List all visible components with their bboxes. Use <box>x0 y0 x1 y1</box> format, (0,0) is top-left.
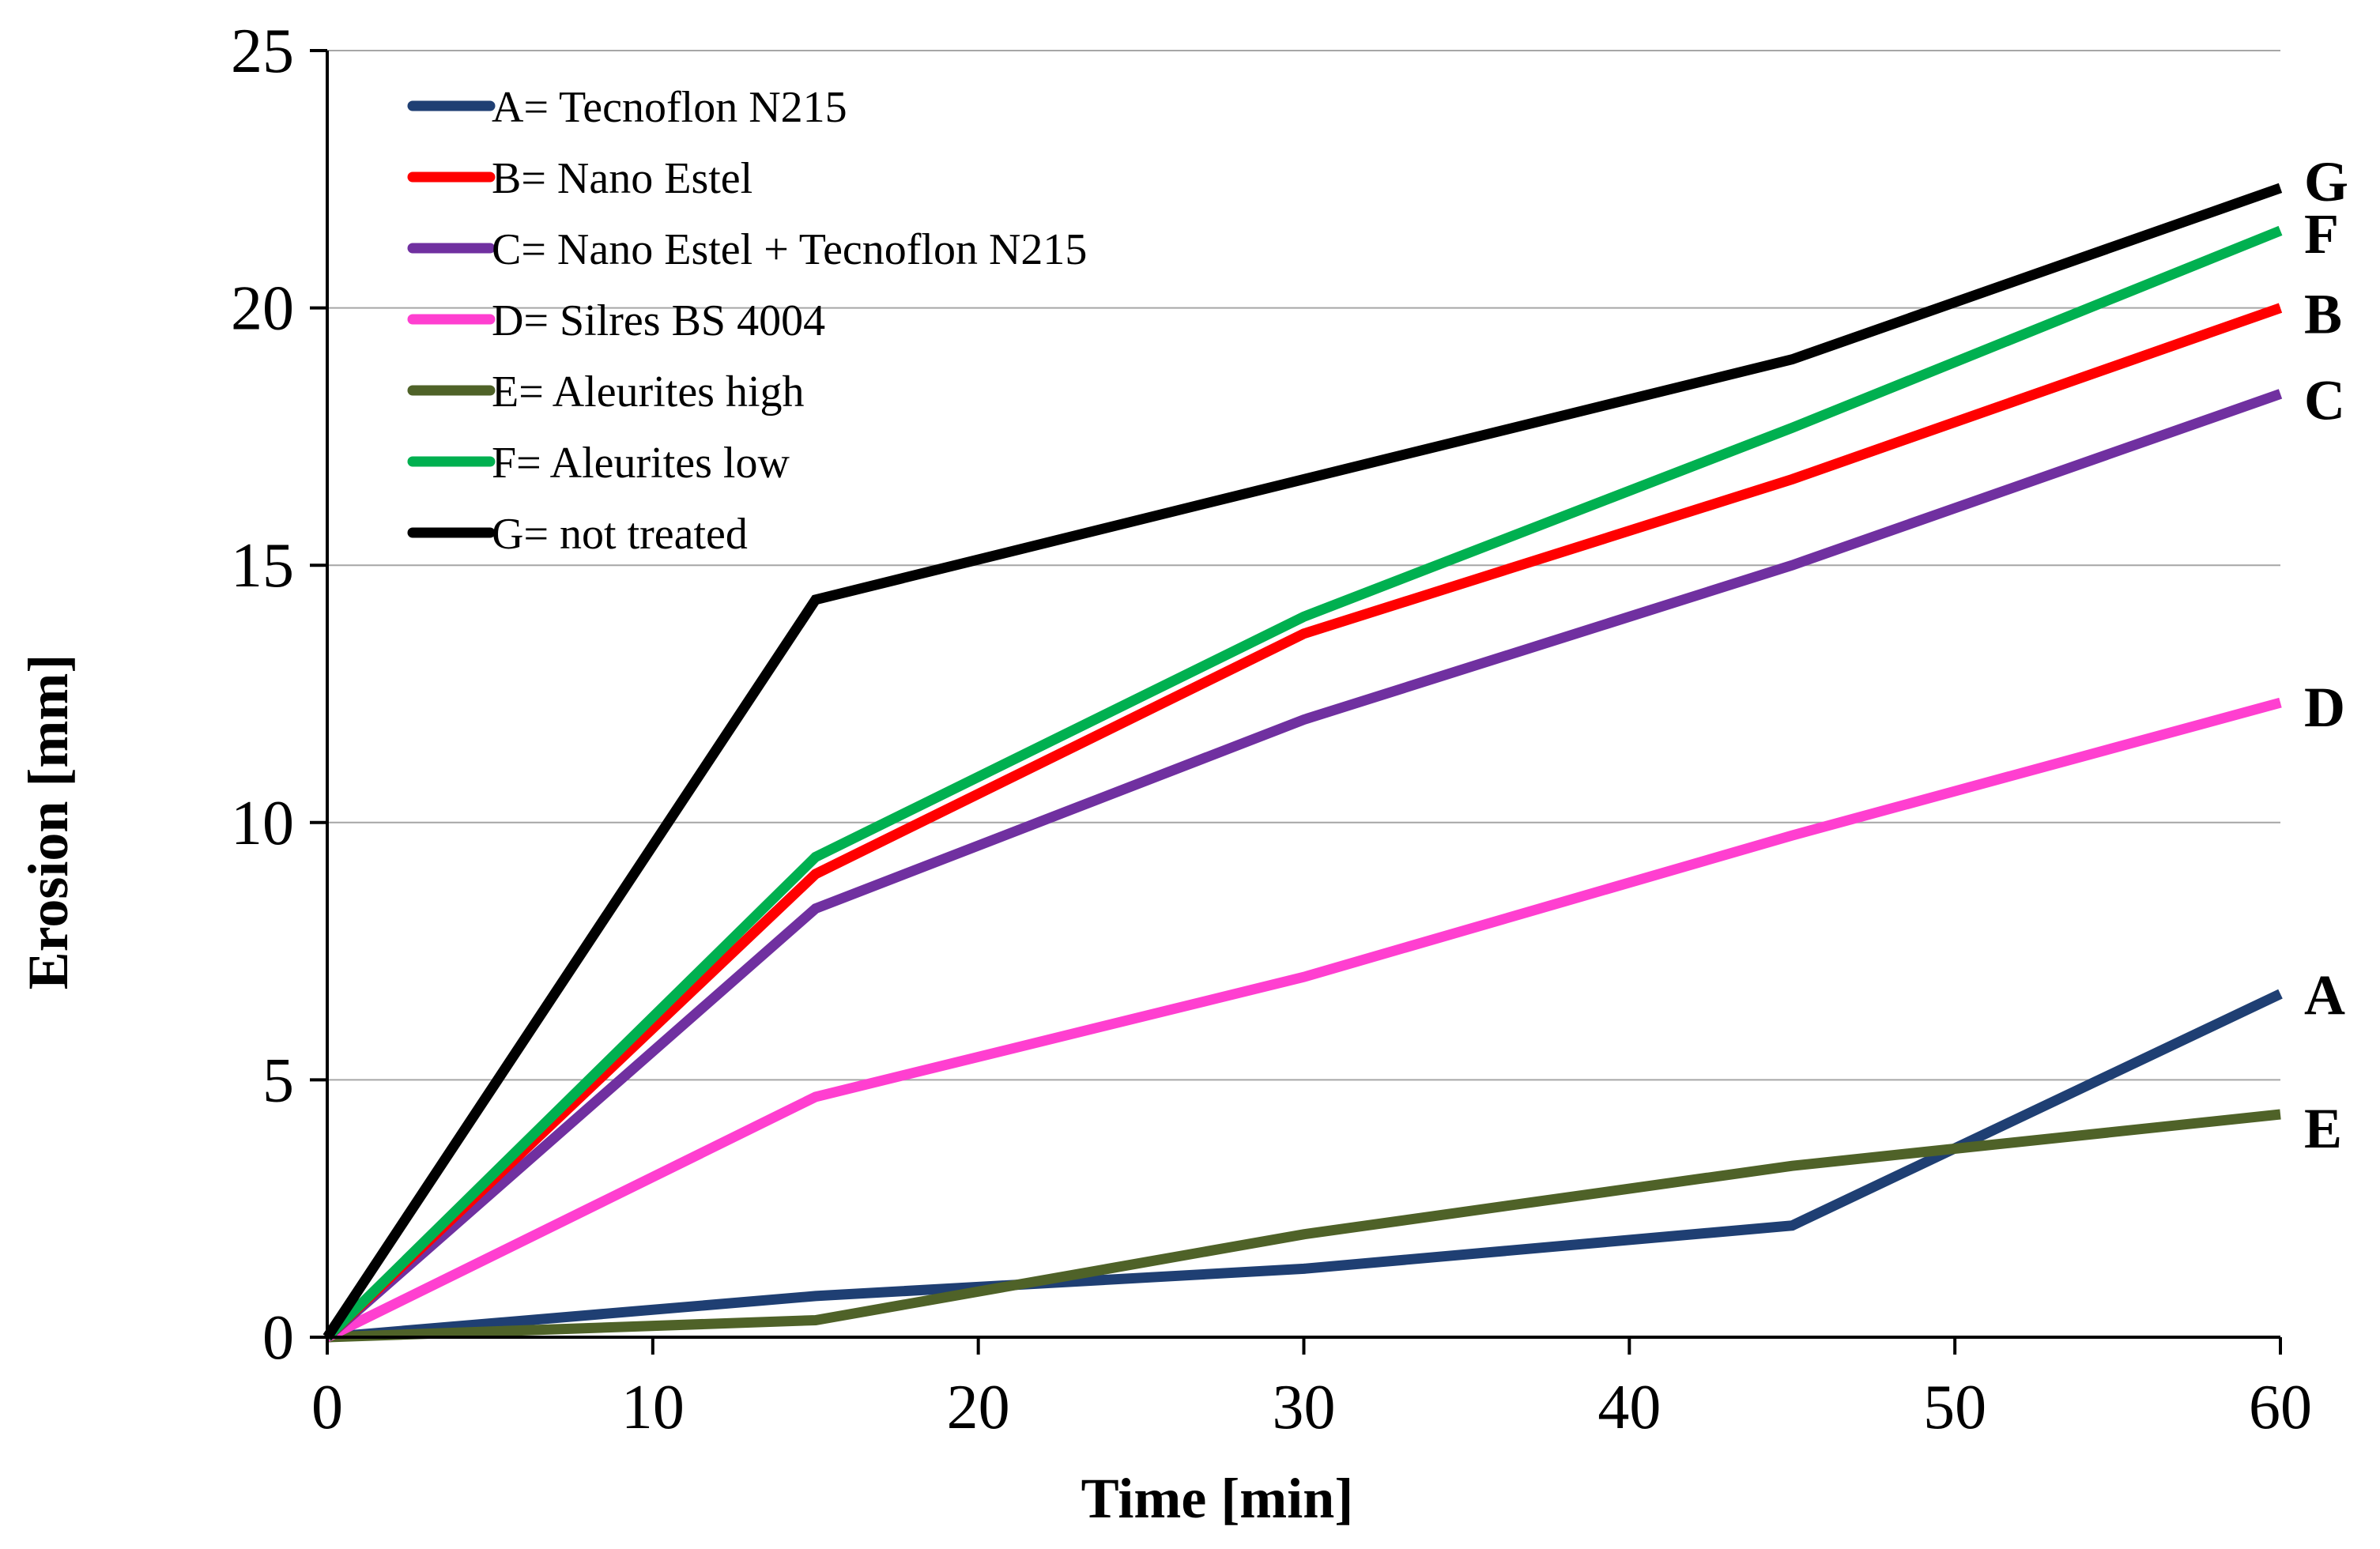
y-tick-label: 0 <box>262 1303 294 1373</box>
gridlines <box>327 50 2280 1081</box>
legend-entry: D= Silres BS 4004 <box>492 296 825 345</box>
series-line-c <box>323 389 2283 1341</box>
x-tick-label: 50 <box>1923 1373 1986 1442</box>
axes: 0 5 10 15 20 25 0 10 20 30 40 50 60 <box>231 17 2312 1442</box>
series-line-d <box>325 697 2282 1342</box>
end-label-c: C <box>2304 368 2345 432</box>
legend-entry: B= Nano Estel <box>492 154 752 203</box>
x-tick-label: 60 <box>2249 1373 2312 1442</box>
series-line-f <box>323 225 2283 1341</box>
y-axis-title: Erosion [mm] <box>17 654 80 990</box>
y-tick-label: 5 <box>262 1046 294 1115</box>
y-tick-label: 25 <box>231 17 294 86</box>
y-tick-label: 20 <box>231 274 294 344</box>
x-axis-title: Time [min] <box>1081 1467 1354 1530</box>
legend-entry: F= Aleurites low <box>492 439 790 488</box>
legend-entry: C= Nano Estel + Tecnoflon N215 <box>492 225 1087 274</box>
end-label-a: A <box>2304 964 2345 1027</box>
legend: A= Tecnoflon N215 B= Nano Estel C= Nano Es… <box>407 83 1087 559</box>
end-label-e: E <box>2304 1097 2342 1160</box>
x-tick-label: 20 <box>947 1373 1010 1442</box>
end-label-f: F <box>2304 202 2339 266</box>
series-line-g <box>322 183 2283 1340</box>
y-tick-label: 15 <box>231 531 294 601</box>
end-label-d: D <box>2304 676 2345 739</box>
x-tick-label: 40 <box>1597 1373 1661 1442</box>
end-label-b: B <box>2304 283 2342 346</box>
series-line-b <box>323 303 2283 1341</box>
series-line-e <box>326 1109 2281 1343</box>
x-tick-label: 0 <box>311 1373 343 1442</box>
series-lines <box>322 183 2283 1343</box>
legend-entry: G= not treated <box>492 510 748 559</box>
legend-entry: E= Aleurites high <box>492 367 805 416</box>
series-end-labels: A BC D E FG <box>2304 150 2348 1160</box>
x-tick-label: 30 <box>1273 1373 1336 1442</box>
y-tick-label: 10 <box>231 789 294 858</box>
x-tick-label: 10 <box>621 1373 685 1442</box>
legend-entry: A= Tecnoflon N215 <box>492 83 847 132</box>
end-label-g: G <box>2304 150 2348 213</box>
